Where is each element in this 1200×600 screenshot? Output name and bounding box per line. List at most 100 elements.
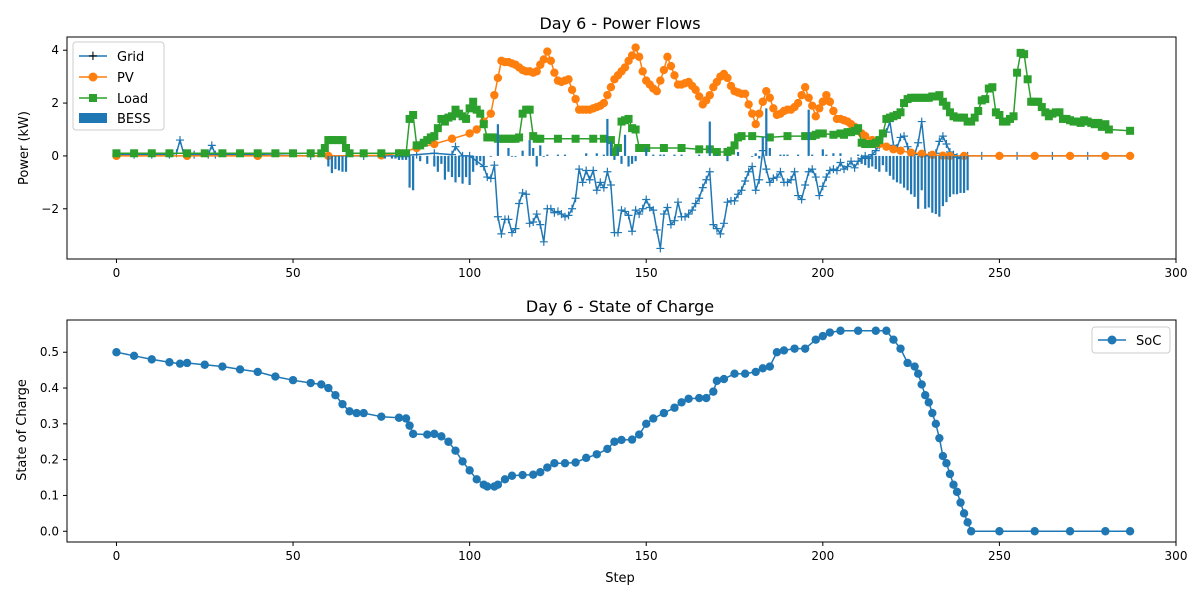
pv-point: [539, 55, 548, 64]
soc-point: [956, 498, 965, 507]
soc-point: [772, 348, 782, 357]
bess-bar: [796, 154, 800, 156]
state-of-charge-y-tick-label: 0.3: [40, 417, 59, 431]
pv-point: [490, 90, 499, 100]
grid-point: [578, 178, 587, 187]
pv-point: [486, 109, 496, 118]
bess-bar: [383, 155, 386, 159]
pv-point: [663, 52, 672, 62]
load-point: [712, 147, 721, 156]
power-flows-chart: Day 6 - Power Flows Power (kW) 0 50 100 150…: [17, 14, 1187, 280]
soc-point: [917, 380, 926, 389]
load-point: [878, 129, 887, 138]
bess-bar: [447, 155, 450, 172]
bess-bar: [397, 155, 401, 160]
grid-point: [691, 199, 700, 208]
bess-bar: [811, 154, 814, 156]
state-of-charge-x-tick-label: 200: [811, 549, 834, 563]
bess-bar: [910, 155, 913, 195]
power-flows-x-tick-label: 300: [1165, 266, 1188, 280]
soc-point: [935, 433, 944, 443]
grid-point: [652, 225, 661, 234]
state-of-charge-x-axis-label: Step: [605, 571, 635, 586]
load-point: [553, 134, 562, 143]
grid-point: [518, 188, 527, 197]
grid-point: [592, 186, 601, 195]
soc-point: [529, 470, 538, 479]
grid-point: [511, 224, 520, 233]
soc-point: [430, 429, 439, 439]
load-point: [253, 149, 262, 158]
grid-point: [568, 204, 577, 213]
load-point: [218, 149, 227, 158]
bess-bar: [334, 155, 337, 170]
bess-bar: [627, 155, 630, 167]
load-point: [981, 95, 990, 104]
grid-point: [663, 203, 672, 212]
soc-point: [465, 466, 474, 475]
soc-point: [800, 344, 810, 353]
bess-bar: [920, 155, 923, 191]
bess-bar: [860, 155, 863, 164]
power-flows-x-tick-label: 200: [811, 266, 834, 280]
soc-point: [147, 355, 156, 364]
legend-bess-label: BESS: [117, 112, 151, 127]
soc-point: [408, 429, 418, 439]
bess-bar: [758, 155, 761, 159]
soc-point: [617, 435, 626, 445]
bess-bar: [634, 155, 637, 162]
bess-bar: [927, 155, 930, 208]
grid-point: [666, 220, 675, 229]
pv-point: [1065, 151, 1075, 161]
state-of-charge-plot-area: [66, 319, 1177, 543]
pv-point: [1125, 151, 1135, 161]
power-flows-x-tick-label: 250: [988, 266, 1011, 280]
bess-bar: [521, 150, 524, 156]
soc-point: [493, 480, 503, 489]
bess-bar: [426, 155, 429, 164]
soc-point: [790, 344, 799, 353]
soc-point: [377, 412, 386, 421]
load-point: [631, 125, 640, 134]
pv-point: [447, 134, 457, 143]
state-of-charge-y-tick-label: 0.0: [40, 524, 59, 538]
load-point: [942, 101, 951, 110]
bess-bar: [736, 151, 740, 156]
pv-point: [670, 71, 679, 80]
soc-point: [677, 398, 686, 407]
grid-point: [589, 166, 598, 175]
pv-point: [822, 90, 831, 100]
pv-point: [705, 90, 714, 100]
grid-point: [705, 167, 714, 176]
state-of-charge-series-group: [112, 326, 1135, 536]
bess-bar: [630, 155, 634, 164]
soc-point: [200, 360, 209, 369]
pv-point: [691, 85, 700, 95]
grid-point: [843, 162, 852, 171]
grid-point: [917, 117, 926, 126]
bess-bar: [609, 141, 613, 156]
load-point: [200, 149, 209, 158]
load-point: [829, 130, 838, 139]
grid-point: [624, 211, 633, 220]
power-flows-y-tick-label: 2: [51, 96, 59, 110]
grid-point: [847, 157, 856, 166]
pv-point: [917, 149, 926, 159]
grid-point: [490, 161, 499, 170]
soc-point: [712, 376, 722, 386]
load-point: [236, 149, 245, 158]
load-point: [726, 146, 735, 155]
soc-point: [112, 348, 121, 357]
pv-point: [606, 83, 616, 92]
soc-point: [324, 383, 333, 393]
pv-point: [564, 75, 573, 84]
soc-line: [116, 329, 1131, 533]
bess-bar: [616, 146, 620, 156]
bess-bar: [913, 155, 916, 197]
pv-point: [656, 76, 665, 85]
pv-point: [811, 112, 820, 121]
state-of-charge-y-axis-label: State of Charge: [15, 379, 30, 481]
bess-bar: [779, 154, 782, 156]
bess-bar: [821, 149, 824, 156]
pv-point: [744, 100, 753, 109]
